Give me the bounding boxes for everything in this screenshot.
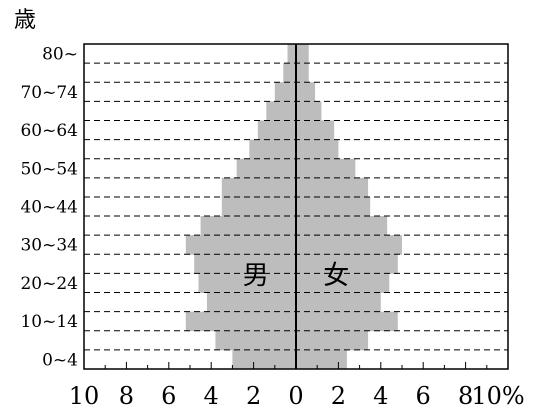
female-series-label: 女 bbox=[323, 261, 349, 291]
male-bar-80~ bbox=[287, 44, 296, 64]
x-tick-label: 6 bbox=[416, 382, 431, 410]
y-tick-label: 80~ bbox=[42, 45, 78, 65]
female-bar-70~74 bbox=[296, 82, 316, 102]
male-bars bbox=[185, 44, 296, 370]
x-tick-label: 6 bbox=[161, 382, 176, 410]
male-bar-65~69 bbox=[266, 101, 296, 121]
female-bar-0~4 bbox=[296, 349, 347, 370]
x-tick-labels: 10 8 6 4 2 0 2 4 6 810% bbox=[69, 382, 525, 410]
y-tick-labels: 0~4 10~14 20~24 30~34 40~44 50~54 60~64 70~74 80… bbox=[20, 45, 78, 371]
male-bar-50~54 bbox=[236, 158, 296, 179]
male-bar-15~19 bbox=[206, 292, 296, 313]
x-tick-label: 10 bbox=[69, 382, 100, 410]
female-bar-5~9 bbox=[296, 330, 369, 351]
female-bar-75~79 bbox=[296, 63, 309, 83]
female-bar-35~39 bbox=[296, 216, 388, 236]
male-bar-0~4 bbox=[232, 349, 296, 370]
male-bar-60~64 bbox=[257, 120, 296, 140]
female-bar-65~69 bbox=[296, 101, 322, 121]
male-bar-40~44 bbox=[221, 196, 296, 217]
y-tick-label: 0~4 bbox=[42, 350, 78, 370]
series-labels: 男女 bbox=[243, 261, 350, 291]
y-tick-label: 30~34 bbox=[20, 236, 78, 256]
female-bar-30~34 bbox=[296, 235, 402, 255]
male-bar-30~34 bbox=[185, 235, 296, 255]
male-bar-5~9 bbox=[215, 330, 296, 351]
y-tick-label: 10~14 bbox=[20, 312, 78, 332]
male-bar-25~29 bbox=[194, 254, 296, 274]
female-bar-15~19 bbox=[296, 292, 381, 313]
female-bar-10~14 bbox=[296, 311, 398, 332]
x-tick-label: 4 bbox=[373, 382, 388, 410]
x-tick-label: 10% bbox=[471, 382, 524, 410]
male-bar-10~14 bbox=[185, 311, 296, 332]
male-bar-70~74 bbox=[274, 82, 296, 102]
male-bar-55~59 bbox=[249, 139, 296, 160]
x-tick-label: 4 bbox=[204, 382, 219, 410]
male-bar-75~79 bbox=[283, 63, 296, 83]
female-bar-50~54 bbox=[296, 158, 356, 179]
male-bar-35~39 bbox=[200, 216, 296, 236]
x-tick-label: 0 bbox=[288, 382, 303, 410]
female-bar-60~64 bbox=[296, 120, 335, 140]
y-axis-unit-label: 歳 bbox=[14, 8, 36, 33]
plot-frame bbox=[83, 43, 509, 370]
female-bar-20~24 bbox=[296, 273, 390, 293]
male-bar-20~24 bbox=[198, 273, 296, 293]
y-tick-label: 50~54 bbox=[20, 159, 78, 179]
x-tick-label: 8 bbox=[119, 382, 134, 410]
x-tick-label: 2 bbox=[246, 382, 261, 410]
x-tick-label: 8 bbox=[458, 382, 473, 410]
y-tick-label: 20~24 bbox=[20, 274, 78, 294]
male-series-label: 男 bbox=[243, 261, 269, 291]
x-tick-label: 2 bbox=[331, 382, 346, 410]
female-bar-40~44 bbox=[296, 196, 371, 217]
female-bars bbox=[296, 44, 402, 370]
female-bar-25~29 bbox=[296, 254, 398, 274]
y-tick-label: 70~74 bbox=[20, 83, 78, 103]
y-tick-label: 40~44 bbox=[20, 198, 78, 218]
male-bar-45~49 bbox=[221, 177, 296, 198]
female-bar-80~ bbox=[296, 44, 309, 64]
y-tick-label: 60~64 bbox=[20, 121, 78, 141]
female-bar-45~49 bbox=[296, 177, 369, 198]
female-bar-55~59 bbox=[296, 139, 339, 160]
